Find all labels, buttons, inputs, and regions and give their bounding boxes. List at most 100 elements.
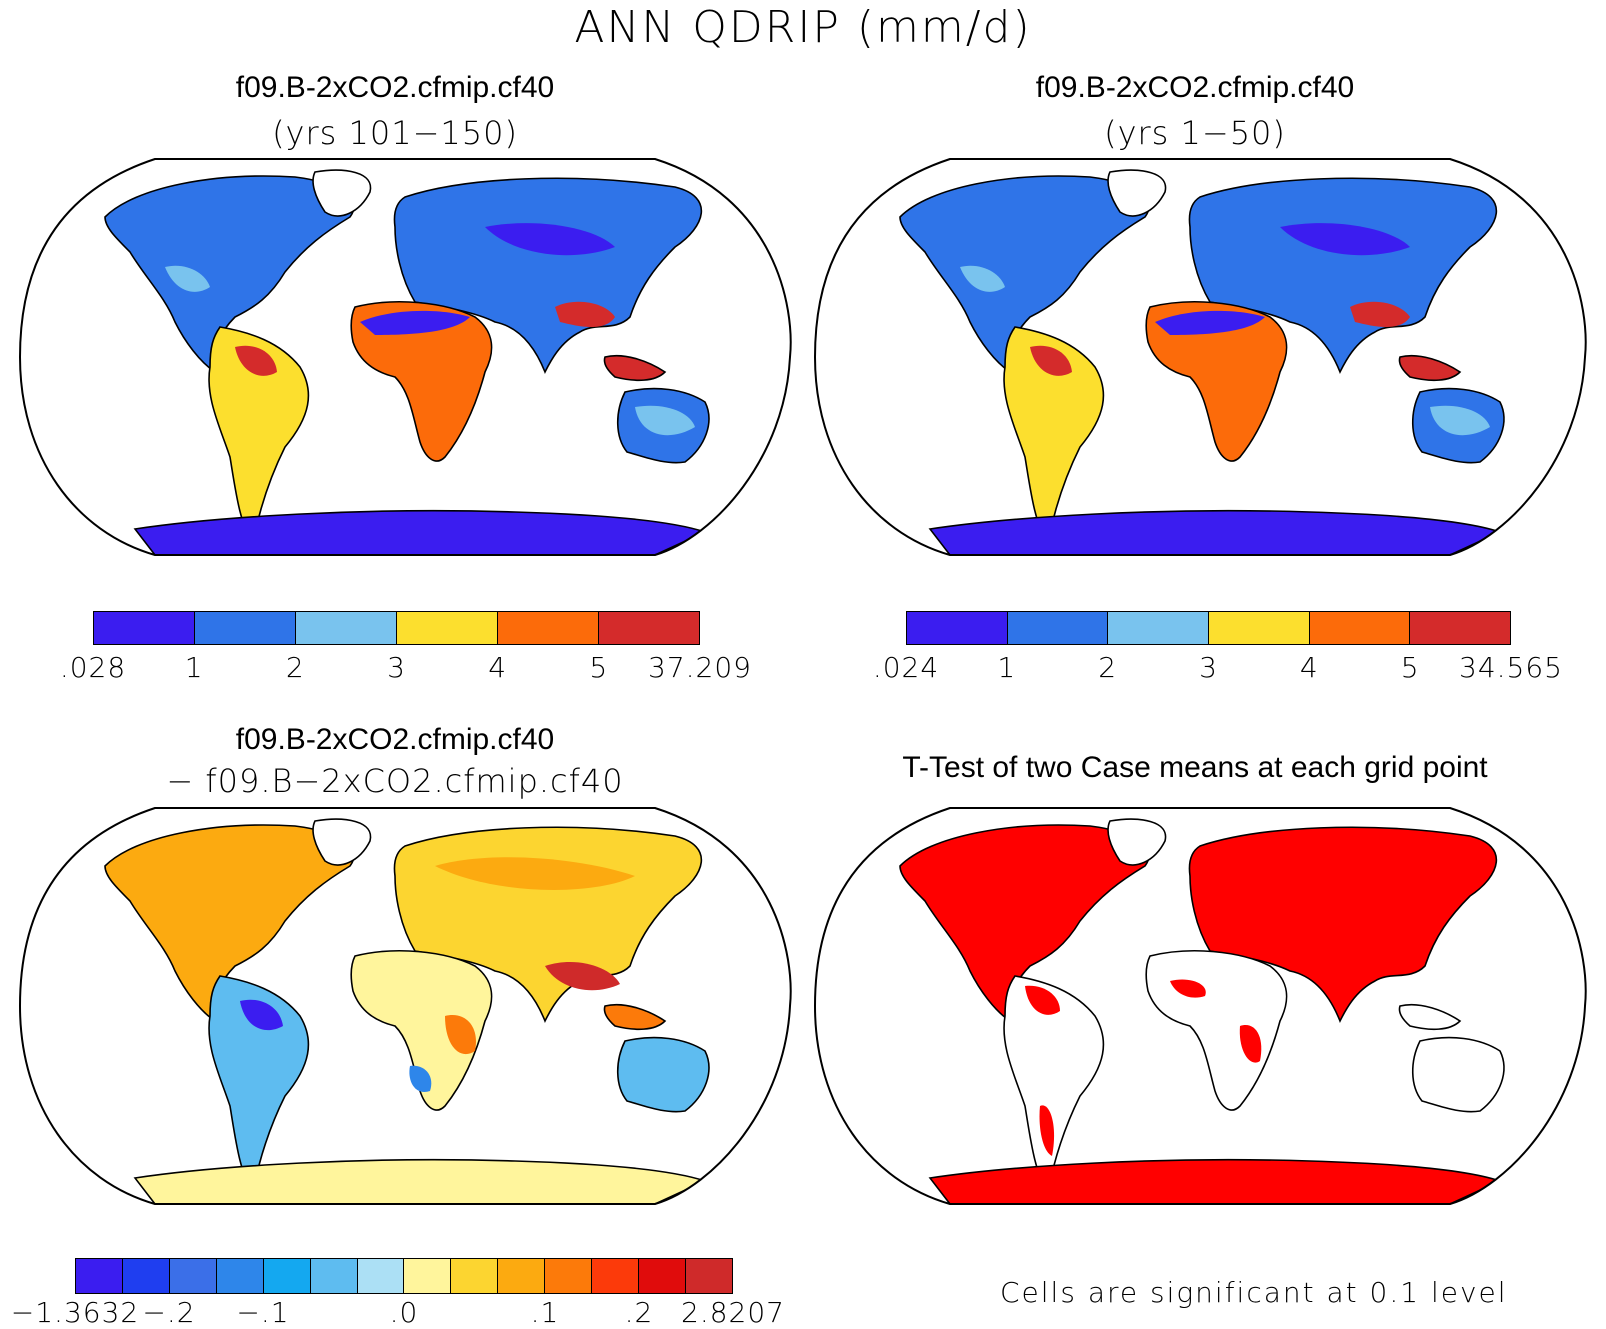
landmass-antarctica (928, 509, 1503, 555)
landmass-antarctica (133, 509, 708, 555)
colorbar-panel2 (906, 611, 1511, 645)
landmass-eurasia (1188, 177, 1498, 374)
colorbar-swatch (263, 1259, 311, 1293)
colorbar-swatch (1007, 612, 1109, 644)
colorbar-swatch (685, 1259, 732, 1293)
colorbar-swatch (216, 1259, 264, 1293)
panel1-subtitle: (yrs 101−150) (272, 114, 518, 152)
landmass-greenland (312, 169, 372, 217)
panel1-title: f09.B-2xCO2.cfmip.cf40 (235, 71, 555, 104)
field-region (1210, 847, 1460, 906)
significance-note: Cells are significant at 0.1 level (1000, 1276, 1508, 1309)
map-border (813, 158, 1587, 556)
landmass-namerica (104, 175, 355, 374)
figure-title: ANN QDRIP (mm/d) (574, 2, 1032, 53)
field-region (960, 265, 1005, 292)
field-region (165, 265, 210, 292)
field-region (1155, 310, 1265, 335)
colorbar-swatch (397, 612, 498, 644)
colorbar-tick-label: 37.209 (648, 651, 752, 684)
field-region (445, 1015, 476, 1055)
field-region (635, 405, 695, 436)
colorbar-swatch (1410, 612, 1511, 644)
colorbar-panel1 (93, 611, 700, 645)
colorbar-swatch (357, 1259, 405, 1293)
colorbar-swatch (169, 1259, 217, 1293)
panel3-title: f09.B-2xCO2.cfmip.cf40 (235, 723, 555, 756)
colorbar-swatch (599, 612, 699, 644)
colorbar-swatch (907, 612, 1008, 644)
map-panel2 (813, 158, 1587, 556)
field-region (1030, 345, 1072, 376)
landmass-seasia (603, 354, 667, 382)
map-panel4 (813, 807, 1587, 1205)
colorbar-swatch (1309, 612, 1411, 644)
landmass-greenland (312, 818, 372, 866)
landmass-greenland (1107, 818, 1167, 866)
colorbar-swatch (404, 1259, 452, 1293)
landmass-africa (1145, 950, 1288, 1111)
colorbar-swatch (122, 1259, 170, 1293)
field-region (1350, 301, 1410, 327)
landmass-africa (1145, 301, 1288, 462)
landmass-eurasia (393, 177, 703, 374)
colorbar-tick-label: 2 (285, 651, 305, 684)
landmass-namerica (899, 824, 1150, 1023)
colorbar-tick-label: .0 (389, 1296, 419, 1329)
colorbar-panel3 (75, 1258, 733, 1294)
colorbar-tick-label: 4 (488, 651, 508, 684)
map-border (813, 807, 1587, 1205)
field-region (1280, 223, 1410, 256)
colorbar-swatch (94, 612, 195, 644)
landmass-australia (1411, 1036, 1505, 1113)
colorbar-tick-label: .2 (624, 1296, 654, 1329)
colorbar-tick-label: −1.3632 (10, 1296, 140, 1329)
colorbar-tick-label: 2 (1098, 651, 1118, 684)
landmass-greenland (1107, 169, 1167, 217)
colorbar-tick-label: 34.565 (1459, 651, 1563, 684)
panel3-subtitle: − f09.B−2xCO2.cfmip.cf40 (166, 762, 624, 800)
field-region (240, 999, 283, 1031)
colorbar-tick-label: 3 (1199, 651, 1218, 684)
field-region (1025, 985, 1060, 1015)
colorbar-swatch (76, 1259, 123, 1293)
landmass-seasia (1398, 354, 1462, 382)
map-border (18, 158, 792, 556)
colorbar-tick-label: 1 (997, 651, 1017, 684)
colorbar-swatch (592, 1259, 640, 1293)
field-region (435, 857, 635, 890)
colorbar-swatch (1108, 612, 1210, 644)
landmass-africa (350, 950, 493, 1111)
field-region (1239, 1025, 1262, 1063)
field-region (360, 310, 470, 335)
colorbar-swatch (498, 1259, 546, 1293)
colorbar-swatch (545, 1259, 593, 1293)
colorbar-swatch (1209, 612, 1310, 644)
colorbar-tick-label: 2.8207 (681, 1296, 785, 1329)
map-border (18, 807, 792, 1205)
landmass-antarctica (928, 1158, 1503, 1204)
landmass-australia (616, 1036, 710, 1113)
field-region (409, 1065, 432, 1092)
landmass-antarctica (133, 1158, 708, 1204)
field-region (235, 345, 277, 376)
field-region (555, 301, 615, 327)
map-panel3 (18, 807, 792, 1205)
map-panel1 (18, 158, 792, 556)
colorbar-tick-label: .024 (872, 651, 940, 684)
panel2-title: f09.B-2xCO2.cfmip.cf40 (1035, 71, 1355, 104)
colorbar-tick-label: 4 (1299, 651, 1319, 684)
landmass-namerica (104, 824, 355, 1023)
colorbar-tick-label: 5 (589, 651, 609, 684)
colorbar-swatch (296, 612, 397, 644)
colorbar-swatch (195, 612, 296, 644)
colorbar-tick-label: 5 (1400, 651, 1420, 684)
colorbar-tick-label: .1 (530, 1296, 560, 1329)
colorbar-swatch (498, 612, 599, 644)
landmass-namerica (899, 175, 1150, 374)
landmass-seasia (1398, 1003, 1462, 1031)
colorbar-swatch (310, 1259, 358, 1293)
landmass-seasia (603, 1003, 667, 1031)
panel2-subtitle: (yrs 1−50) (1104, 114, 1286, 152)
field-region (1170, 979, 1206, 998)
